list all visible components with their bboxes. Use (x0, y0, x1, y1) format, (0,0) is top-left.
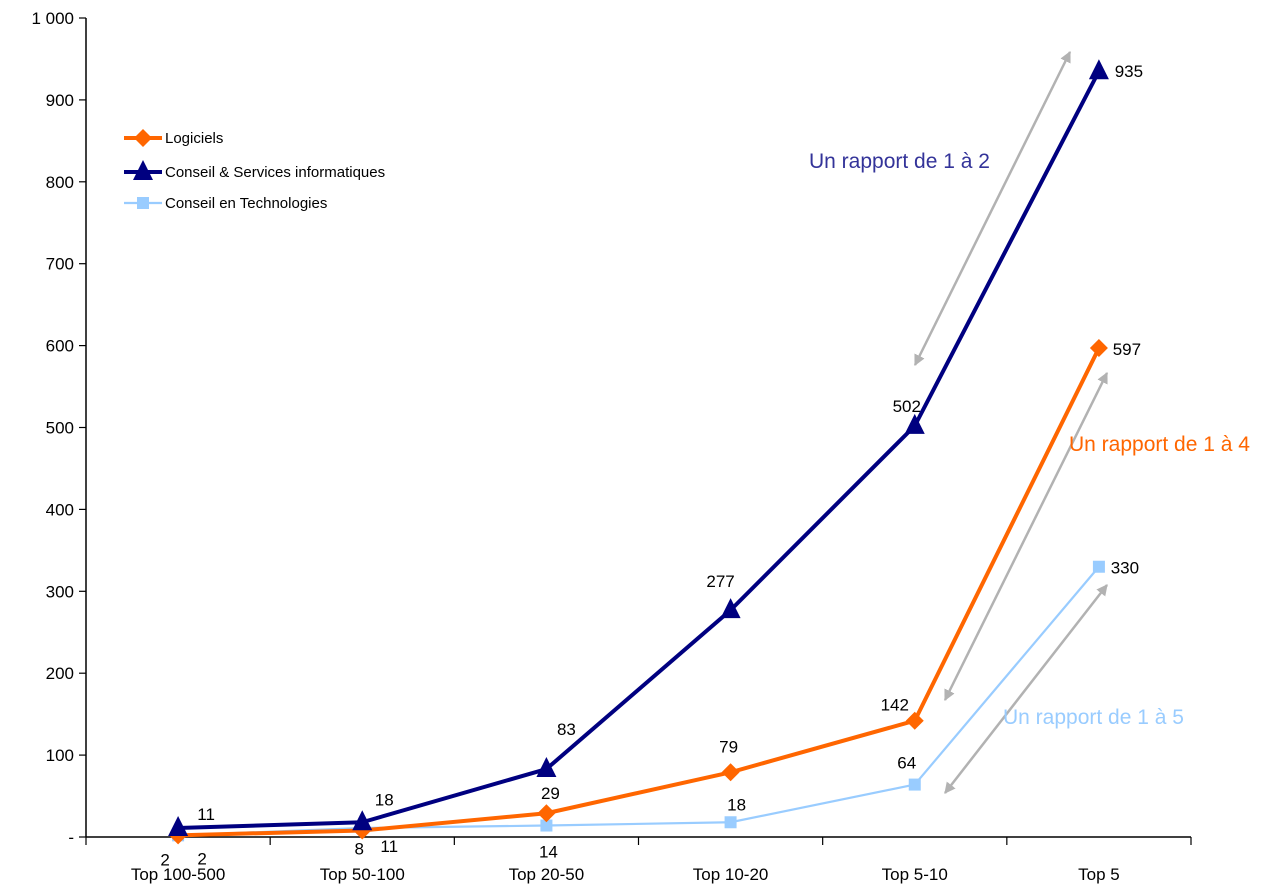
data-point (168, 815, 189, 836)
x-tick-label: Top 5-10 (882, 865, 948, 884)
legend-label: Conseil & Services informatiques (165, 164, 385, 181)
data-point (1089, 339, 1108, 358)
series-line-1 (178, 70, 1101, 830)
legend-marker (134, 129, 152, 147)
data-point (1092, 560, 1105, 573)
data-label: 2 (197, 849, 206, 868)
y-tick-label: 1 000 (31, 9, 74, 28)
data-label: 8 (355, 839, 364, 858)
data-label: 83 (557, 720, 576, 739)
data-label: 18 (375, 790, 394, 809)
y-tick-label: - (68, 828, 74, 847)
data-point (721, 763, 740, 782)
y-tick-label: 100 (46, 746, 74, 765)
y-tick-label: 900 (46, 91, 74, 110)
data-label: 502 (893, 397, 921, 416)
data-label: 330 (1111, 559, 1139, 578)
legend-marker (137, 197, 149, 209)
data-point (904, 413, 925, 434)
y-tick-label: 800 (46, 173, 74, 192)
data-label: 11 (380, 837, 398, 856)
data-point (536, 757, 557, 778)
ratio-arrow-2 (943, 371, 1109, 702)
data-point (537, 804, 556, 823)
series-line-2 (178, 566, 1100, 837)
data-label: 29 (541, 784, 560, 803)
data-label: 64 (897, 754, 916, 773)
data-label: 18 (727, 795, 746, 814)
y-tick-label: 600 (46, 337, 74, 356)
y-tick-label: 500 (46, 419, 74, 438)
ratio-arrow-3 (944, 584, 1108, 794)
data-label: 277 (706, 572, 734, 591)
annotation-ratio-3: Un rapport de 1 à 5 (1003, 706, 1184, 729)
data-point (905, 711, 924, 730)
x-tick-label: Top 10-20 (693, 865, 769, 884)
data-label: 597 (1113, 340, 1141, 359)
legend-marker (133, 160, 153, 180)
data-label: 142 (881, 696, 909, 715)
data-label: 935 (1115, 62, 1143, 81)
x-tick-label: Top 100-500 (131, 865, 226, 884)
legend-label: Logiciels (165, 130, 223, 147)
series-line-0 (178, 347, 1101, 838)
y-tick-label: 200 (46, 664, 74, 683)
y-tick-label: 300 (46, 582, 74, 601)
data-point (724, 816, 737, 829)
annotation-ratio-2: Un rapport de 1 à 4 (1069, 433, 1250, 456)
data-label: 11 (197, 805, 215, 824)
data-label: 79 (719, 737, 738, 756)
x-tick-label: Top 20-50 (509, 865, 585, 884)
x-tick-label: Top 50-100 (320, 865, 405, 884)
legend-label: Conseil en Technologies (165, 195, 327, 212)
annotation-ratio-1: Un rapport de 1 à 2 (809, 150, 990, 173)
x-tick-label: Top 5 (1078, 865, 1120, 884)
data-point (908, 778, 921, 791)
ratio-arrow-1 (913, 50, 1072, 367)
data-point (540, 819, 553, 832)
y-tick-label: 400 (46, 500, 74, 519)
data-point (720, 598, 741, 619)
data-point (1088, 59, 1109, 80)
data-point (352, 810, 373, 831)
y-tick-label: 700 (46, 255, 74, 274)
data-label: 2 (160, 850, 169, 869)
data-label: 14 (539, 843, 558, 862)
